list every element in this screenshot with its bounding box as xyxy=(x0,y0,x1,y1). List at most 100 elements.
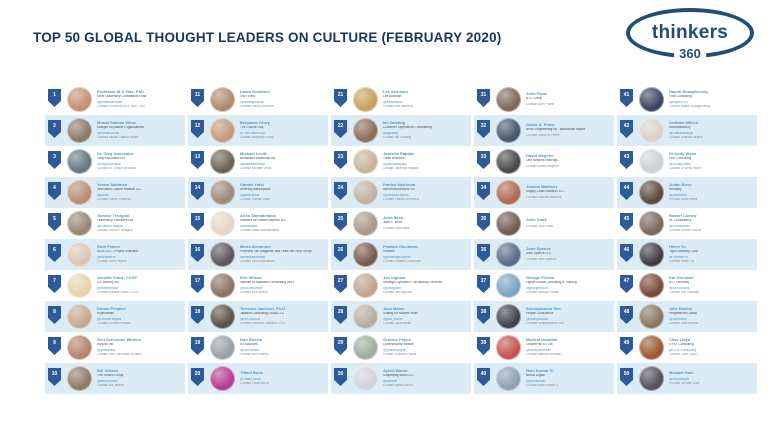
leader-twitter-handle[interactable]: @geriwinters xyxy=(97,349,116,353)
leader-name[interactable]: Gordon Tredgold xyxy=(97,214,130,219)
leader-contact-link[interactable]: Contact Gordon Tredgold xyxy=(97,228,133,232)
leader-contact-link[interactable]: Contact Murad Salman Mirza xyxy=(97,135,139,139)
leader-contact-link[interactable]: Contact Helen Yu xyxy=(669,259,694,263)
leader-name[interactable]: John Clark xyxy=(526,218,547,223)
leader-contact-link[interactable]: Contact Annette Franz, CCXP xyxy=(97,290,140,294)
leader-twitter-handle[interactable]: @haydn1701 xyxy=(669,101,689,105)
leader-name[interactable]: Annette Franz, CCXP xyxy=(97,276,138,281)
leader-name[interactable]: Ian Golding xyxy=(383,121,405,126)
leader-twitter-handle[interactable]: @marisolumbrian xyxy=(526,349,552,353)
leader-contact-link[interactable]: Contact John Paine xyxy=(526,103,554,107)
leader-twitter-handle[interactable]: @ayeletb xyxy=(383,380,397,384)
leader-twitter-handle[interactable]: @YuHelenYu xyxy=(669,256,689,260)
leader-twitter-handle[interactable]: @GordonTredgold xyxy=(97,225,124,229)
leader-contact-link[interactable]: Contact Michael Gale xyxy=(669,382,700,386)
leader-contact-link[interactable]: Contact Ollie Rankin xyxy=(669,321,699,325)
leader-name[interactable]: Jasenka Rapajic xyxy=(383,152,415,157)
leader-contact-link[interactable]: Contact Moira Alexander xyxy=(240,259,275,263)
leader-contact-link[interactable]: Contact Jon Ingham xyxy=(383,290,412,294)
leader-twitter-handle[interactable]: @georgefirican xyxy=(526,287,548,291)
leader-twitter-handle[interactable]: @graemepayne xyxy=(383,349,406,353)
leader-name[interactable]: Lee Atchison xyxy=(383,90,408,95)
leader-contact-link[interactable]: Contact Gamiel Yafai xyxy=(240,197,270,201)
leader-twitter-handle[interactable]: @annettefranz xyxy=(97,287,118,291)
leader-twitter-handle[interactable]: @leeatchison xyxy=(383,101,403,105)
leader-name[interactable]: Geri Schneider Winters xyxy=(97,338,142,343)
leader-twitter-handle[interactable]: @TheCultureGuy xyxy=(240,132,265,136)
leader-name[interactable]: Eric Wilson xyxy=(240,276,262,281)
leader-twitter-handle[interactable]: @gramkumar xyxy=(526,380,546,384)
leader-twitter-handle[interactable]: @pratimagluckman xyxy=(383,256,411,260)
leader-name[interactable]: Michael Gale xyxy=(669,371,694,376)
leader-name[interactable]: Ruth Pearce xyxy=(97,245,121,250)
leader-twitter-handle[interactable]: @jasenkarapajic xyxy=(383,163,407,167)
leader-twitter-handle[interactable]: @DonRheem xyxy=(240,349,260,353)
leader-name[interactable]: Anna Stamatelatos xyxy=(240,214,277,219)
leader-contact-link[interactable]: Contact Joanna Martinez xyxy=(526,196,562,200)
leader-name[interactable]: Helen Yu xyxy=(669,245,686,250)
leader-contact-link[interactable]: Contact John Spence xyxy=(526,258,557,262)
leader-name[interactable]: George Firican xyxy=(526,276,555,281)
leader-contact-link[interactable]: Contact Clive Lloyd xyxy=(669,352,697,356)
leader-name[interactable]: Julian Birse xyxy=(669,183,692,188)
leader-name[interactable]: Graham Wilson xyxy=(669,121,699,126)
leader-twitter-handle[interactable]: @DrAndyWynn xyxy=(669,163,691,167)
leader-twitter-handle[interactable]: @ruthpearce xyxy=(97,256,116,260)
leader-contact-link[interactable]: Contact Michael Levitt xyxy=(240,166,272,170)
leader-name[interactable]: Tiffani Bova xyxy=(240,371,263,376)
leader-twitter-handle[interactable]: @GrahamWilson xyxy=(669,132,694,136)
leader-twitter-handle[interactable]: @joningham xyxy=(383,287,401,291)
leader-twitter-handle[interactable]: @MuradSMirza xyxy=(97,132,120,136)
leader-contact-link[interactable]: Contact John Clark xyxy=(526,225,554,229)
leader-twitter-handle[interactable]: @soumyasanto xyxy=(526,318,549,322)
leader-contact-link[interactable]: Contact Yoram Solomon xyxy=(97,197,132,201)
leader-name[interactable]: Robert Larrow xyxy=(669,214,697,219)
leader-name[interactable]: Pratima Gluckman xyxy=(383,245,419,250)
leader-contact-link[interactable]: Contact Soumyasanto Sen xyxy=(526,321,564,325)
leader-contact-link[interactable]: Contact Jasenka Rapajic xyxy=(383,166,419,170)
leader-contact-link[interactable]: Contact Tiffani Bova xyxy=(240,382,269,386)
leader-name[interactable]: Joanna Martinez xyxy=(526,185,558,190)
leader-name[interactable]: Yoram Solomon xyxy=(97,183,128,188)
leader-name[interactable]: John Paine xyxy=(526,92,548,97)
leader-contact-link[interactable]: Contact Anna Stamatelatos xyxy=(240,228,279,232)
leader-twitter-handle[interactable]: @DrTJackson xyxy=(240,318,261,322)
leader-contact-link[interactable]: Contact Bill Jensen xyxy=(97,383,125,387)
leader-twitter-handle[interactable]: @Tiffani_Bova xyxy=(240,378,261,382)
leader-name[interactable]: Haydn Shaughnessy xyxy=(669,90,709,95)
leader-twitter-handle[interactable]: @jack_maher xyxy=(383,318,403,322)
leader-name[interactable]: Dr. Oleg Konovalov xyxy=(97,152,134,157)
leader-contact-link[interactable]: Contact Kai Grunwitz xyxy=(669,290,699,294)
leader-contact-link[interactable]: Contact Jack Maher xyxy=(383,321,412,325)
leader-twitter-handle[interactable]: @julianbirse xyxy=(669,194,687,198)
leader-name[interactable]: Ollie Rankin xyxy=(669,307,693,312)
leader-name[interactable]: Clive Lloyd xyxy=(669,338,691,343)
leader-contact-link[interactable]: Contact Julian Birse xyxy=(669,197,698,201)
leader-name[interactable]: Gabor A. Pinter xyxy=(526,123,556,128)
leader-twitter-handle[interactable]: @robertlarrow xyxy=(669,225,690,229)
leader-twitter-handle[interactable]: @KaiGrunwitz xyxy=(669,287,690,291)
leader-name[interactable]: Soumyasanto Sen xyxy=(526,307,561,312)
leader-contact-link[interactable]: Contact Gabor A. Pinter xyxy=(526,134,560,138)
leader-name[interactable]: John Beck xyxy=(383,216,404,221)
leader-name[interactable]: Murad Salman Mirza xyxy=(97,121,136,126)
leader-twitter-handle[interactable]: @simpletonbill xyxy=(97,380,118,384)
leader-name[interactable]: Ayelet Baron xyxy=(383,369,408,374)
leader-name[interactable]: Michael Levitt xyxy=(240,152,267,157)
leader-name[interactable]: Terrence Jackson, Ph.D. xyxy=(240,307,287,312)
leader-contact-link[interactable]: Contact Robert Larrow xyxy=(669,228,702,232)
leader-contact-link[interactable]: Contact Professor M.S. Rao, PhD xyxy=(97,104,145,108)
leader-twitter-handle[interactable]: @bfastleadership xyxy=(240,163,265,167)
leader-twitter-handle[interactable]: @yoram xyxy=(97,194,110,198)
leader-contact-link[interactable]: Contact Ruth Pearce xyxy=(97,259,127,263)
leader-twitter-handle[interactable]: @DonnaPeeples xyxy=(97,318,122,322)
leader-name[interactable]: Benjamin Drury xyxy=(240,121,270,126)
leader-contact-link[interactable]: Contact Graeme Payne xyxy=(383,352,417,356)
leader-contact-link[interactable]: Contact Dr Andy Wynn xyxy=(669,166,702,170)
leader-name[interactable]: Dr Andy Wynn xyxy=(669,152,697,157)
leader-name[interactable]: John Spence xyxy=(526,247,551,252)
leader-contact-link[interactable]: Contact Ian Golding xyxy=(383,135,412,139)
leader-name[interactable]: Jon Ingham xyxy=(383,276,406,281)
leader-name[interactable]: Moira Alexander xyxy=(240,245,271,250)
leader-name[interactable]: Patrick McKenna xyxy=(383,183,416,188)
